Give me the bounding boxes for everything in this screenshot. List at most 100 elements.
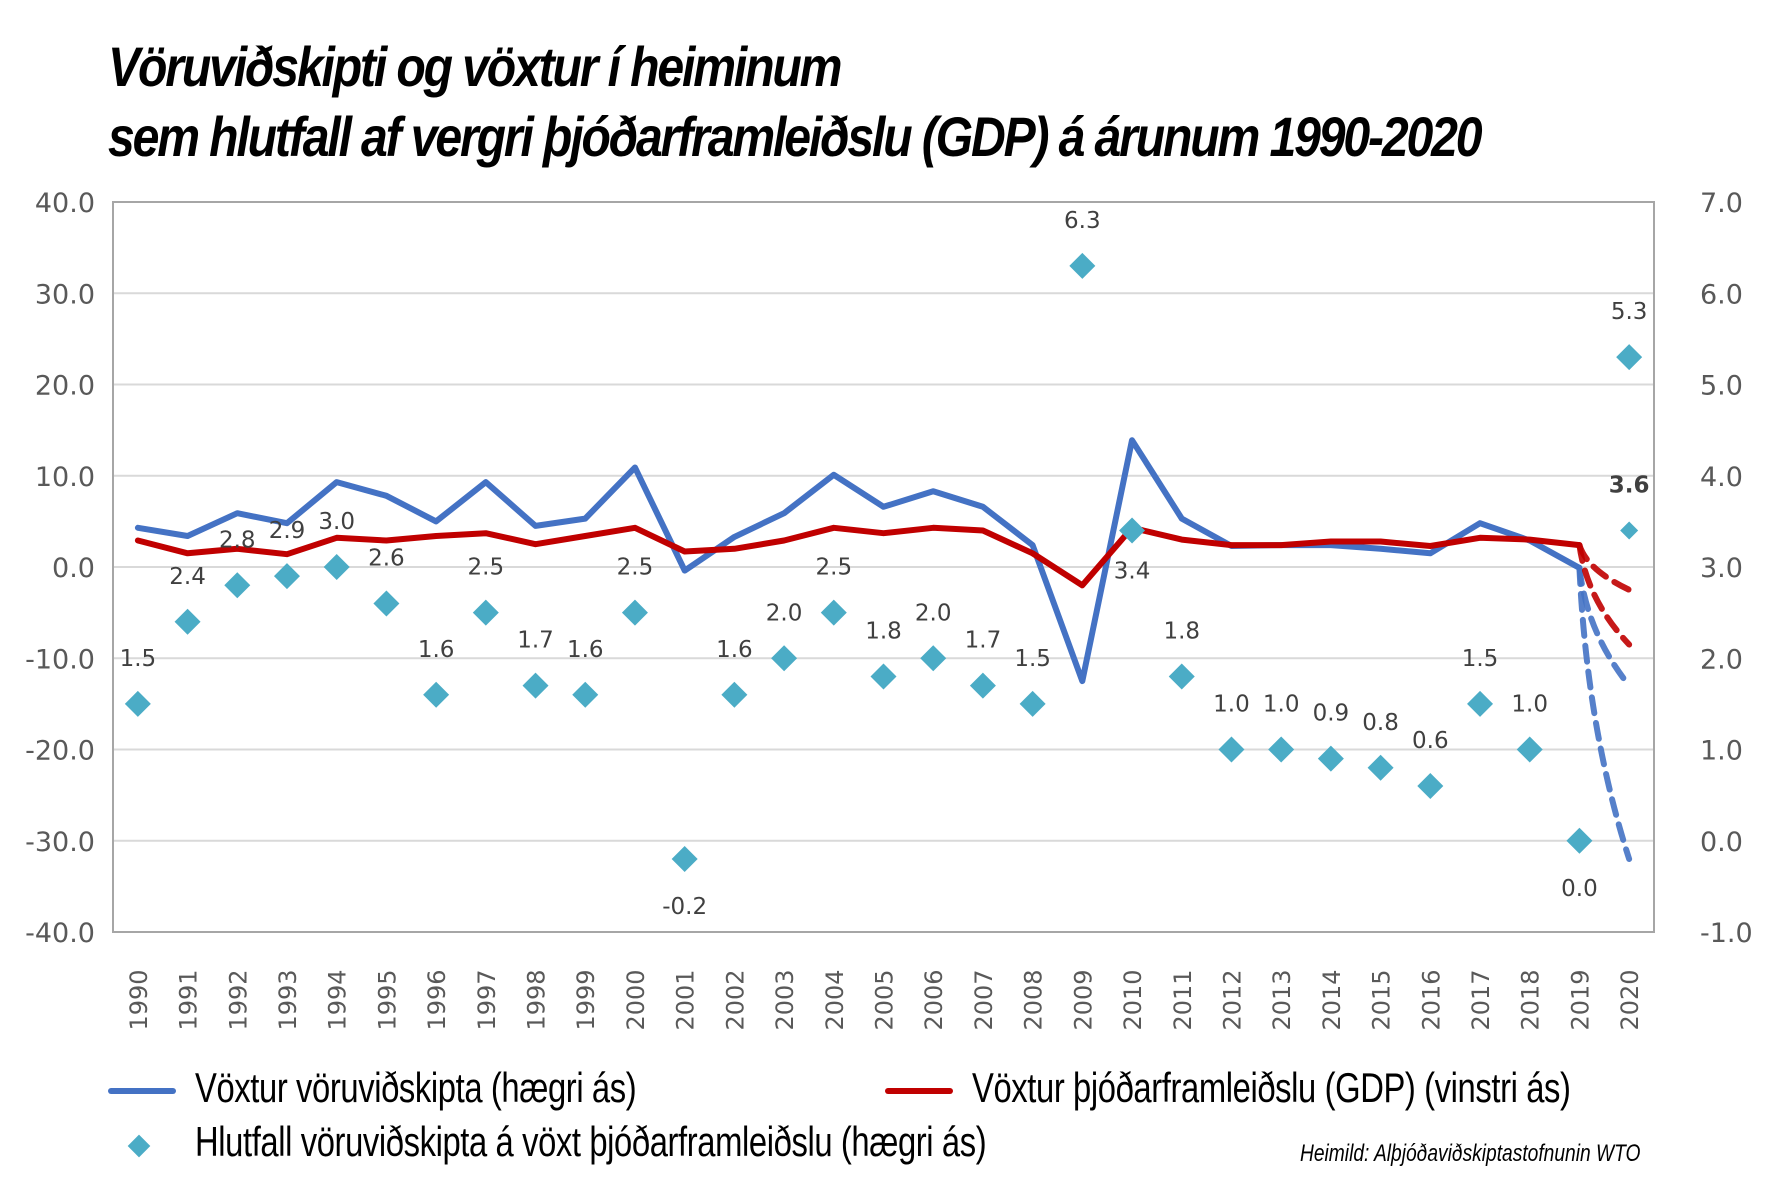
- legend-item-trade-growth: Vöxtur vöruviðskipta (hægri ás): [195, 1064, 637, 1111]
- x-axis-tick-label: 1995: [373, 969, 401, 1030]
- axes: [112, 201, 1655, 933]
- data-label: 1.6: [567, 637, 604, 663]
- data-label-extra: 3.6: [1609, 473, 1650, 499]
- x-axis-tick-label: 1996: [423, 969, 451, 1030]
- data-label: 1.0: [1263, 692, 1300, 718]
- scatter-point: [323, 554, 350, 580]
- data-label: 0.0: [1561, 876, 1598, 902]
- scatter-point: [1069, 252, 1096, 279]
- x-axis-tick-label: 2008: [1020, 969, 1048, 1030]
- scatter-point: [1417, 773, 1444, 799]
- x-axis-tick-label: 1998: [523, 969, 551, 1030]
- scatter-point: [1467, 690, 1494, 717]
- x-axis-tick-label: 2002: [721, 969, 749, 1030]
- right-axis-ticks: 7.0 6.0 5.0 4.0 3.0 2.0 1.0 0.0 -1.0: [1700, 188, 1753, 949]
- data-label: 2.5: [617, 555, 654, 581]
- scatter-point: [1268, 736, 1295, 763]
- left-axis-tick-label: 0.0: [52, 553, 95, 584]
- data-label: 2.8: [219, 527, 256, 553]
- scatter-point: [1119, 517, 1146, 544]
- x-axis-tick-label: 2017: [1467, 969, 1495, 1030]
- x-axis-tick-label: 2011: [1169, 969, 1197, 1030]
- right-axis-tick-label: -1.0: [1700, 918, 1753, 949]
- chart-title-line-1: Vöruviðskipti og vöxtur í heiminum: [108, 35, 842, 98]
- data-label: 3.4: [1114, 559, 1151, 585]
- x-axis-tick-label: 2006: [920, 969, 948, 1030]
- series-line: [134, 437, 1583, 685]
- right-axis-tick-label: 7.0: [1700, 188, 1743, 219]
- left-axis-tick-label: 40.0: [35, 188, 95, 219]
- x-axis-tick-label: 2003: [771, 969, 799, 1030]
- scatter-point: [1616, 344, 1643, 371]
- scatter-point: [1566, 827, 1593, 854]
- data-label: 0.9: [1313, 701, 1350, 727]
- x-axis-tick-label: 1992: [224, 969, 252, 1030]
- right-axis-tick-label: 6.0: [1700, 279, 1743, 310]
- data-label: 2.5: [816, 555, 853, 581]
- scatter-point: [721, 681, 748, 708]
- data-label: 2.0: [766, 600, 803, 626]
- left-axis-tick-label: 10.0: [35, 462, 95, 493]
- scatter-point: [572, 681, 599, 708]
- x-axis-tick-label: 2019: [1566, 969, 1594, 1030]
- series-lines: [134, 437, 1633, 862]
- left-axis-tick-label: 30.0: [35, 279, 95, 310]
- right-axis-tick-label: 5.0: [1700, 371, 1743, 402]
- scatter-point: [1367, 754, 1394, 781]
- x-axis-tick-label: 1991: [175, 969, 203, 1030]
- data-label: 2.5: [468, 555, 505, 581]
- data-label: 2.4: [169, 564, 206, 590]
- data-label: 2.6: [368, 546, 405, 572]
- data-label: -0.2: [662, 894, 707, 920]
- x-axis-tick-label: 2010: [1119, 969, 1147, 1030]
- scatter-point: [522, 672, 549, 699]
- forecast-line: [1576, 542, 1633, 648]
- scatter-point: [870, 663, 897, 690]
- scatter-point: [472, 599, 499, 626]
- scatter-point: [1168, 663, 1195, 690]
- data-label: 0.6: [1412, 728, 1449, 754]
- data-label: 1.8: [1163, 619, 1200, 645]
- series-points: [124, 252, 1643, 872]
- forecast-line: [1576, 564, 1633, 862]
- scatter-point: [124, 690, 151, 717]
- scatter-point: [1019, 690, 1046, 717]
- x-axis-tick-label: 2018: [1517, 969, 1545, 1030]
- x-axis-tick-label: 1990: [125, 969, 153, 1030]
- x-axis-tick-label: 2001: [672, 969, 700, 1030]
- data-label: 1.0: [1511, 692, 1548, 718]
- data-label: 1.5: [1462, 646, 1499, 672]
- plot-area-border: [112, 201, 1655, 933]
- data-label: 3.0: [318, 509, 355, 535]
- scatter-point: [224, 572, 251, 599]
- scatter-point: [1516, 736, 1543, 763]
- chart-title: Vöruviðskipti og vöxtur í heiminum sem h…: [108, 32, 1483, 172]
- legend-swatch-gdp-growth: [885, 1088, 953, 1094]
- data-label: 0.8: [1362, 710, 1399, 736]
- scatter-point: [671, 846, 698, 872]
- scatter-point-extra: [1620, 521, 1639, 540]
- data-label: 5.3: [1611, 299, 1648, 325]
- x-axis-tick-label: 2005: [871, 969, 899, 1030]
- data-label: 1.6: [418, 637, 455, 663]
- x-axis-tick-label: 1994: [324, 969, 352, 1030]
- scatter-point: [771, 645, 798, 672]
- source-note: Heimild: Alþjóðaviðskiptastofnunin WTO: [1300, 1140, 1641, 1167]
- x-axis-tick-label: 2014: [1318, 969, 1346, 1030]
- data-label: 1.7: [517, 628, 554, 654]
- scatter-point: [621, 599, 648, 626]
- x-axis-tick-label: 1993: [274, 969, 302, 1030]
- legend-item-ratio: Hlutfall vöruviðskipta á vöxt þjóðarfram…: [195, 1118, 987, 1165]
- data-label: 2.9: [269, 518, 306, 544]
- left-axis-tick-label: -10.0: [25, 644, 95, 675]
- right-axis-tick-label: 0.0: [1700, 827, 1743, 858]
- series-line: [134, 524, 1583, 589]
- left-axis-tick-label: -30.0: [25, 827, 95, 858]
- data-label: 1.7: [965, 628, 1002, 654]
- data-label: 6.3: [1064, 208, 1101, 234]
- x-axis-tick-label: 2015: [1368, 969, 1396, 1030]
- scatter-point: [920, 645, 947, 672]
- scatter-point: [373, 590, 400, 617]
- left-axis-tick-label: -20.0: [25, 736, 95, 767]
